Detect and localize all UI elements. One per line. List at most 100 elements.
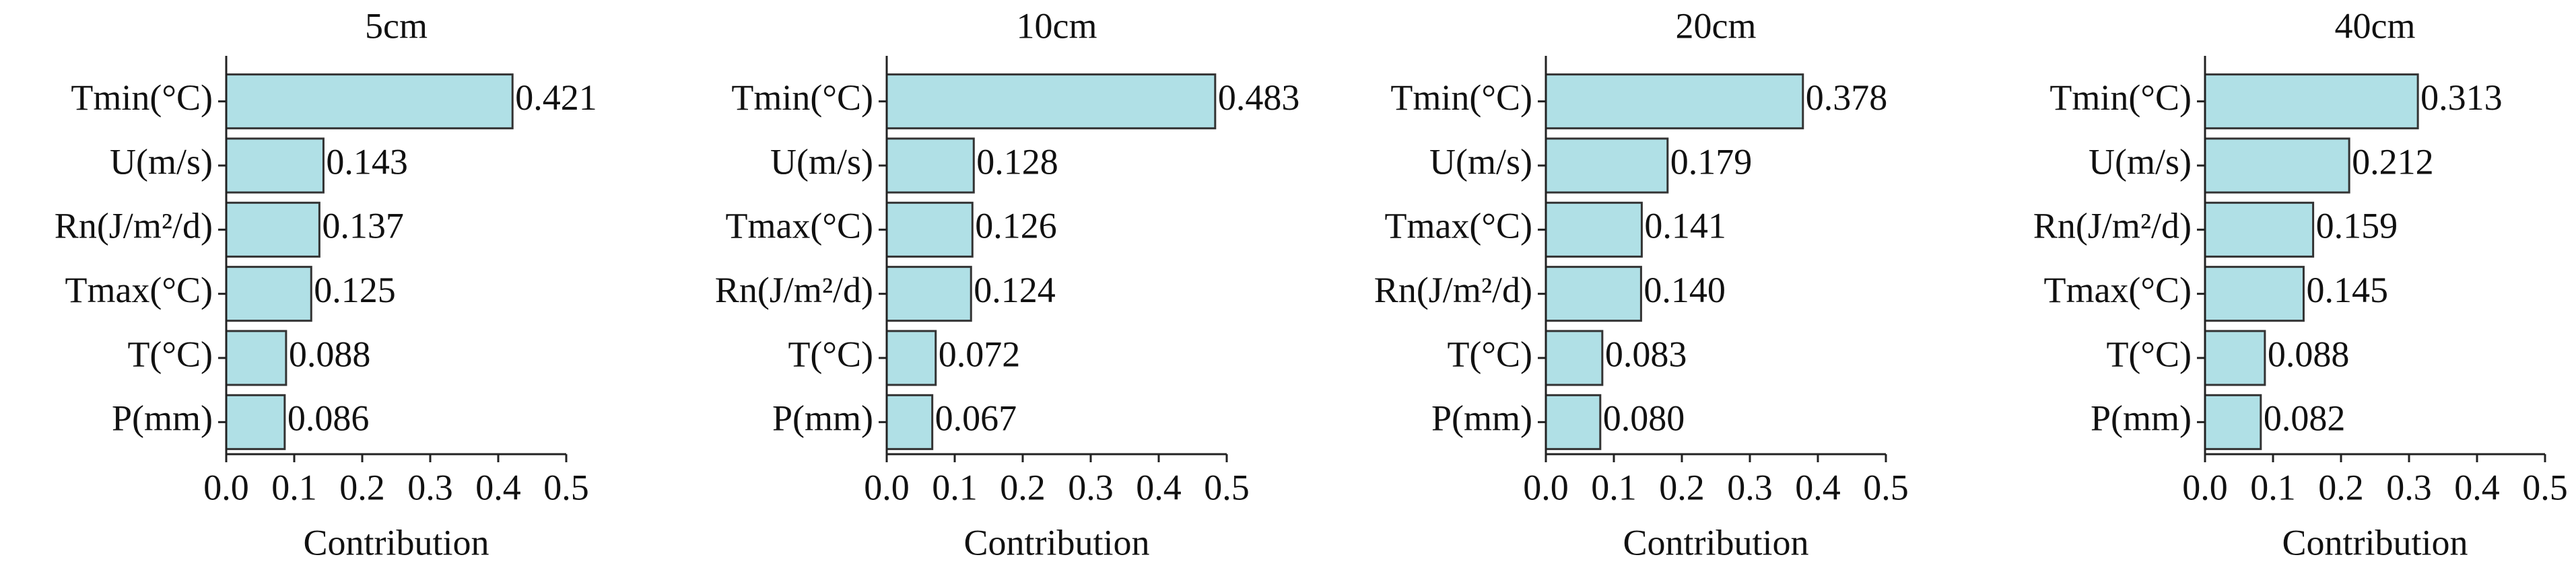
x-tick-label: 0.0 (2182, 467, 2228, 507)
value-label: 0.140 (1643, 270, 1726, 310)
bar (885, 137, 975, 194)
value-label: 0.313 (2420, 77, 2503, 118)
value-label: 0.088 (2268, 334, 2350, 374)
y-tick-label: Tmin(°C) (1390, 77, 1532, 118)
x-axis-label: Contribution (303, 522, 489, 563)
x-tick-label: 0.3 (407, 467, 453, 507)
bar (225, 394, 286, 450)
x-axis-label: Contribution (963, 522, 1149, 563)
value-label: 0.141 (1644, 206, 1726, 246)
x-tick-label: 0.4 (1136, 467, 1182, 507)
y-tick-label: P(mm) (2091, 398, 2192, 439)
bar (1545, 201, 1643, 258)
value-label: 0.083 (1605, 334, 1687, 374)
y-tick-label: T(°C) (127, 334, 213, 374)
x-tick-label: 0.2 (339, 467, 385, 507)
x-axis-label: Contribution (1623, 522, 1808, 563)
y-tick-label: Tmax(°C) (65, 270, 213, 310)
bar (1545, 330, 1604, 386)
y-tick-label: P(mm) (772, 398, 873, 439)
y-tick-label: U(m/s) (1429, 141, 1532, 182)
y-tick-label: U(m/s) (110, 141, 213, 182)
bar (2204, 73, 2419, 130)
x-tick-label: 0.1 (932, 467, 978, 507)
value-label: 0.125 (314, 270, 396, 310)
x-tick-label: 0.4 (2454, 467, 2500, 507)
bar (225, 137, 325, 194)
x-tick-label: 0.1 (271, 467, 317, 507)
value-label: 0.126 (975, 206, 1057, 246)
x-tick-label: 0.5 (543, 467, 589, 507)
bar (1545, 394, 1602, 450)
y-tick-label: T(°C) (2106, 334, 2192, 374)
value-label: 0.088 (289, 334, 371, 374)
bar (1545, 73, 1804, 130)
x-tick-label: 0.2 (1659, 467, 1705, 507)
value-label: 0.128 (976, 141, 1058, 182)
y-tick-label: Rn(J/m²/d) (715, 270, 873, 310)
x-tick-label: 0.5 (2522, 467, 2568, 507)
bar (2204, 137, 2350, 194)
y-tick-label: Tmin(°C) (2049, 77, 2192, 118)
y-tick-label: Rn(J/m²/d) (1374, 270, 1532, 310)
bar (1545, 137, 1669, 194)
y-tick-label: Tmax(°C) (2043, 270, 2192, 310)
value-label: 0.145 (2306, 270, 2388, 310)
x-tick-label: 0.0 (864, 467, 910, 507)
y-tick-label: Tmax(°C) (1384, 206, 1532, 246)
y-tick-label: Tmin(°C) (731, 77, 873, 118)
x-tick-label: 0.4 (475, 467, 521, 507)
bar (885, 330, 937, 386)
value-label: 0.072 (939, 334, 1021, 374)
bar (2204, 201, 2315, 258)
bar (2204, 330, 2266, 386)
value-label: 0.086 (287, 398, 370, 439)
chart-title: 5cm (365, 5, 428, 46)
y-tick-label: Tmin(°C) (71, 77, 213, 118)
y-tick-label: T(°C) (1447, 334, 1532, 374)
value-label: 0.124 (974, 270, 1056, 310)
value-label: 0.067 (935, 398, 1017, 439)
value-label: 0.179 (1670, 141, 1753, 182)
y-tick-label: Tmax(°C) (725, 206, 873, 246)
bar (225, 201, 320, 258)
x-tick-label: 0.0 (203, 467, 249, 507)
bar (225, 266, 312, 322)
value-label: 0.212 (2352, 141, 2434, 182)
bar (2204, 394, 2262, 450)
chart-title: 20cm (1676, 5, 1757, 46)
value-label: 0.483 (1218, 77, 1300, 118)
value-label: 0.143 (326, 141, 408, 182)
y-tick-label: T(°C) (788, 334, 873, 374)
x-tick-label: 0.4 (1795, 467, 1841, 507)
chart-title: 10cm (1017, 5, 1097, 46)
bar (1545, 266, 1642, 322)
chart-title: 40cm (2335, 5, 2416, 46)
y-tick-label: P(mm) (1431, 398, 1532, 439)
value-label: 0.080 (1603, 398, 1685, 439)
bar (885, 73, 1217, 130)
y-tick-label: U(m/s) (770, 141, 873, 182)
y-tick-label: U(m/s) (2089, 141, 2192, 182)
x-tick-label: 0.3 (1727, 467, 1773, 507)
x-tick-label: 0.2 (1000, 467, 1046, 507)
value-label: 0.159 (2316, 206, 2398, 246)
y-tick-label: P(mm) (112, 398, 213, 439)
x-tick-label: 0.2 (2318, 467, 2364, 507)
y-tick-label: Rn(J/m²/d) (2033, 206, 2192, 246)
bar (225, 330, 287, 386)
x-tick-label: 0.0 (1523, 467, 1569, 507)
x-tick-label: 0.1 (2250, 467, 2296, 507)
x-axis-label: Contribution (2282, 522, 2468, 563)
x-tick-label: 0.3 (2386, 467, 2432, 507)
y-tick-label: Rn(J/m²/d) (55, 206, 213, 246)
bar (885, 266, 972, 322)
value-label: 0.421 (515, 77, 597, 118)
value-label: 0.082 (2264, 398, 2346, 439)
x-tick-label: 0.5 (1204, 467, 1250, 507)
value-label: 0.378 (1806, 77, 1888, 118)
bar (2204, 266, 2305, 322)
bar (885, 201, 974, 258)
x-tick-label: 0.1 (1591, 467, 1637, 507)
